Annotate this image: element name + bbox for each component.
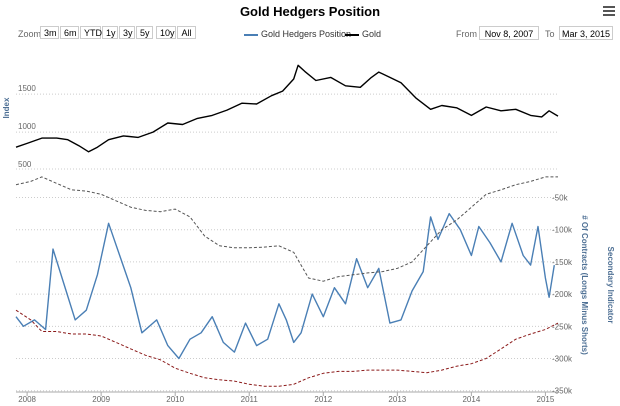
lower-tick-label: -200k — [552, 290, 573, 299]
legend-hedgers-label: Gold Hedgers Position — [261, 29, 352, 39]
x-tick-label: 2015 — [537, 395, 555, 404]
zoom-6m-button[interactable]: 6m — [60, 26, 79, 39]
upper-axis-title: Index — [2, 97, 11, 118]
x-tick-label: 2010 — [166, 395, 184, 404]
from-date-input[interactable]: Nov 8, 2007 — [479, 26, 539, 40]
legend-gold-label: Gold — [362, 29, 382, 39]
dashed-gray-line — [15, 176, 558, 282]
legend-hedgers-swatch — [244, 33, 258, 36]
secondary-axis-title: Secondary Indicator — [606, 247, 615, 324]
zoom-ytd-button[interactable]: YTD — [80, 26, 102, 39]
lower-tick-label: -50k — [552, 194, 569, 203]
zoom-label: Zoom — [18, 29, 42, 39]
upper-tick-label: 500 — [18, 160, 32, 169]
lower-tick-label: -100k — [552, 226, 573, 235]
to-label: To — [545, 29, 555, 39]
x-tick-label: 2009 — [92, 395, 110, 404]
lower-tick-label: -150k — [552, 258, 573, 267]
upper-tick-label: 1000 — [18, 122, 36, 131]
zoom-1y-button[interactable]: 1y — [102, 26, 118, 39]
lower-tick-label: -250k — [552, 322, 573, 331]
legend-hedgers[interactable]: Gold Hedgers Position — [244, 29, 351, 39]
gold-line — [15, 64, 559, 153]
zoom-all-button[interactable]: All — [177, 26, 196, 39]
lower-axis-title: # Of Contracts (Longs Minus Shorts) — [580, 215, 589, 355]
legend-gold-swatch — [345, 33, 359, 36]
lower-tick-label: -350k — [552, 387, 573, 396]
x-tick-label: 2013 — [388, 395, 406, 404]
from-label: From — [456, 29, 477, 39]
zoom-5y-button[interactable]: 5y — [136, 26, 153, 39]
lower-tick-label: -300k — [552, 355, 573, 364]
x-tick-label: 2014 — [462, 395, 480, 404]
x-tick-label: 2008 — [18, 395, 36, 404]
hamburger-menu-icon[interactable] — [603, 6, 615, 17]
to-date-input[interactable]: Mar 3, 2015 — [559, 26, 613, 40]
chart-title: Gold Hedgers Position — [239, 4, 381, 19]
zoom-10y-button[interactable]: 10y — [156, 26, 176, 39]
upper-tick-label: 1500 — [18, 84, 36, 93]
zoom-3y-button[interactable]: 3y — [119, 26, 135, 39]
dashed-red-line — [15, 309, 559, 387]
hedgers-line — [15, 212, 555, 360]
x-tick-label: 2012 — [314, 395, 332, 404]
zoom-3m-button[interactable]: 3m — [40, 26, 59, 39]
legend-gold[interactable]: Gold — [345, 29, 381, 39]
x-tick-label: 2011 — [241, 395, 259, 404]
